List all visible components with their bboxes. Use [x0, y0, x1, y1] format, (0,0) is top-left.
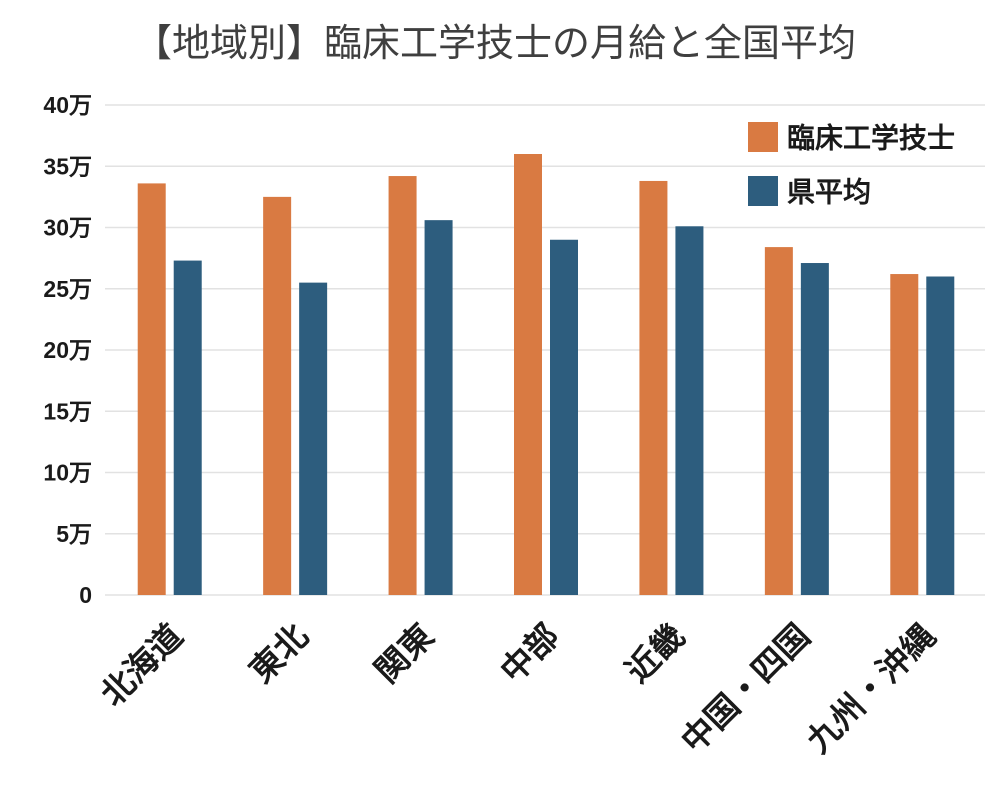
legend-item-clinical-engineer: 臨床工学技士: [748, 122, 955, 154]
bar-series-1-item-3: [388, 176, 417, 596]
y-tick-label: 30万: [43, 215, 92, 241]
x-tick-label: 中部: [493, 617, 566, 690]
y-tick-label: 10万: [43, 460, 92, 486]
y-tick-label: 35万: [43, 153, 92, 179]
y-tick-label: 5万: [56, 521, 92, 547]
bar-series-2-item-3: [424, 220, 453, 595]
x-tick-label: 九州・沖縄: [799, 617, 942, 760]
x-tick-label: 近畿: [619, 617, 692, 690]
bar-series-2-item-6: [800, 263, 829, 595]
bar-series-2-item-2: [299, 282, 328, 595]
x-tick-label: 関東: [368, 617, 441, 690]
bar-series-1-item-2: [263, 196, 292, 595]
bar-series-1-item-4: [514, 154, 542, 595]
y-tick-label: 25万: [43, 276, 92, 302]
chart-title: 【地域別】臨床工学技士の月給と全国平均: [134, 23, 856, 65]
legend-label-clinical-engineer: 臨床工学技士: [787, 122, 955, 154]
bar-series-2-item-4: [550, 239, 578, 595]
y-tick-label: 0: [79, 582, 92, 608]
bar-series-1-item-5: [639, 180, 668, 595]
y-tick-label: 20万: [43, 337, 92, 363]
x-tick-label: 北海道: [93, 617, 189, 713]
bar-series-1-item-1: [137, 183, 166, 595]
x-tick-label: 東北: [242, 617, 315, 690]
bar-series-1-item-7: [890, 274, 919, 595]
bar-series-1-item-6: [764, 247, 793, 595]
bar-series-2-item-5: [675, 226, 704, 595]
y-axis: 0 5万 10万 15万 20万 25万 30万 35万 40万: [43, 92, 92, 608]
legend-item-prefecture-average: 県平均: [748, 176, 871, 208]
x-tick-label: 中国・四国: [674, 617, 817, 760]
legend-swatch-prefecture-average: [748, 176, 778, 206]
gridlines: [105, 104, 985, 596]
bar-series-2-item-1: [173, 260, 202, 595]
y-tick-label: 15万: [43, 398, 92, 424]
legend-label-prefecture-average: 県平均: [787, 177, 871, 208]
y-tick-label: 40万: [43, 92, 92, 118]
legend-swatch-clinical-engineer: [748, 122, 778, 152]
bars: [137, 154, 955, 596]
bar-series-2-item-7: [926, 276, 955, 595]
legend: 臨床工学技士 県平均: [748, 122, 955, 208]
